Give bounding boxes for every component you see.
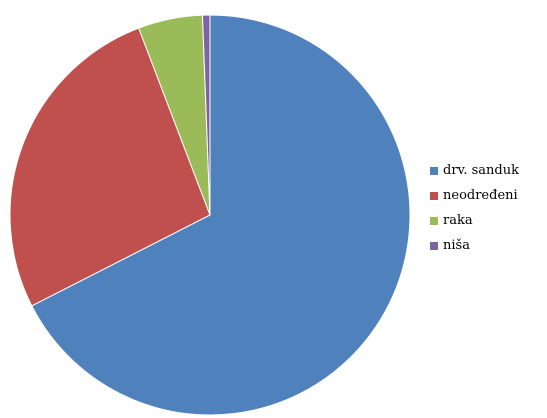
legend-swatch — [430, 167, 438, 175]
legend-swatch — [430, 192, 438, 200]
legend-label: drv. sanduk — [443, 163, 519, 178]
legend-swatch — [430, 217, 438, 225]
legend-item-neodredeni: neodređeni — [430, 183, 519, 208]
legend-item-raka: raka — [430, 208, 519, 233]
legend-label: raka — [443, 213, 473, 228]
legend-item-nisa: niša — [430, 233, 519, 258]
pie-slices — [10, 15, 410, 415]
legend-item-drv-sanduk: drv. sanduk — [430, 158, 519, 183]
legend-swatch — [430, 242, 438, 250]
chart-legend: drv. sanduk neodređeni raka niša — [430, 158, 519, 258]
legend-label: niša — [443, 238, 470, 253]
legend-label: neodređeni — [443, 188, 518, 203]
